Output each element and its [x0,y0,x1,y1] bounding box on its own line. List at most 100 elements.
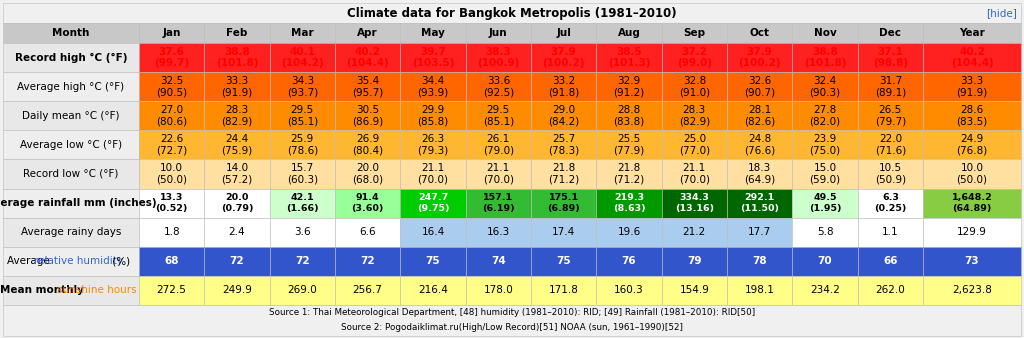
Text: Average rainy days: Average rainy days [20,227,121,237]
Text: 26.3
(79.3): 26.3 (79.3) [418,134,449,156]
Bar [3,130,139,160]
Text: 247.7
(9.75): 247.7 (9.75) [417,193,450,213]
Bar [269,101,335,130]
Text: 37.2
(99.0): 37.2 (99.0) [677,47,712,68]
Bar [531,218,596,247]
Bar [793,101,858,130]
Bar [596,101,662,130]
Bar [662,276,727,305]
Bar [727,130,793,160]
Bar [727,247,793,276]
Text: 74: 74 [490,256,506,266]
Text: 72: 72 [295,256,309,266]
Bar [858,160,923,189]
Bar [727,72,793,101]
Text: 24.9
(76.8): 24.9 (76.8) [956,134,987,156]
Text: 29.0
(84.2): 29.0 (84.2) [548,105,580,126]
Text: 25.5
(77.9): 25.5 (77.9) [613,134,645,156]
Text: 16.3: 16.3 [486,227,510,237]
Text: 249.9: 249.9 [222,286,252,295]
Text: 2,623.8: 2,623.8 [952,286,992,295]
Text: 5.8: 5.8 [817,227,834,237]
Text: 26.1
(79.0): 26.1 (79.0) [482,134,514,156]
Text: relative humidity: relative humidity [34,256,123,266]
Bar [335,130,400,160]
Text: 21.1
(70.0): 21.1 (70.0) [483,163,514,185]
Bar [662,160,727,189]
Text: Year: Year [959,28,985,38]
Bar [335,23,400,43]
Text: 79: 79 [687,256,701,266]
Text: 27.0
(80.6): 27.0 (80.6) [156,105,187,126]
Bar [727,276,793,305]
Text: 28.6
(83.5): 28.6 (83.5) [956,105,987,126]
Text: Average: Average [7,256,53,266]
Bar [596,23,662,43]
Bar [662,218,727,247]
Text: Daily mean °C (°F): Daily mean °C (°F) [23,111,120,121]
Text: Nov: Nov [814,28,837,38]
Text: 75: 75 [426,256,440,266]
Text: 73: 73 [965,256,979,266]
Bar [335,189,400,218]
Bar [531,247,596,276]
Bar [662,43,727,72]
Bar [596,72,662,101]
Text: 18.3
(64.9): 18.3 (64.9) [744,163,775,185]
Bar [596,43,662,72]
Text: 3.6: 3.6 [294,227,310,237]
Bar [923,23,1021,43]
Bar [923,130,1021,160]
Text: 25.9
(78.6): 25.9 (78.6) [287,134,318,156]
Bar [466,247,531,276]
Bar [727,43,793,72]
Bar [727,218,793,247]
Bar [400,189,466,218]
Text: Feb: Feb [226,28,248,38]
Bar [662,72,727,101]
Text: 38.8
(101.8): 38.8 (101.8) [804,47,846,68]
Text: May: May [421,28,445,38]
Bar [858,276,923,305]
Text: 34.4
(93.9): 34.4 (93.9) [418,76,449,97]
Bar [466,101,531,130]
Bar [727,160,793,189]
Bar [205,72,269,101]
Text: sunshine hours: sunshine hours [56,286,136,295]
Bar [139,130,205,160]
Text: Mar: Mar [291,28,313,38]
Bar [139,160,205,189]
Bar [923,101,1021,130]
Text: 6.3
(0.25): 6.3 (0.25) [874,193,906,213]
Bar [727,23,793,43]
Bar [269,72,335,101]
Text: 292.1
(11.50): 292.1 (11.50) [740,193,779,213]
Text: 10.0
(50.0): 10.0 (50.0) [157,163,187,185]
Text: 28.8
(83.8): 28.8 (83.8) [613,105,645,126]
Bar [793,23,858,43]
Text: 129.9: 129.9 [957,227,987,237]
Bar [662,189,727,218]
Bar [923,72,1021,101]
Bar [400,101,466,130]
Bar [269,23,335,43]
Bar [3,72,139,101]
Bar [793,218,858,247]
Text: 21.2: 21.2 [683,227,706,237]
Text: 28.1
(82.6): 28.1 (82.6) [744,105,775,126]
Bar [858,101,923,130]
Bar [466,72,531,101]
Text: 68: 68 [165,256,179,266]
Text: [hide]: [hide] [986,8,1017,18]
Text: 334.3
(13.16): 334.3 (13.16) [675,193,714,213]
Bar [205,160,269,189]
Bar [923,247,1021,276]
Text: 76: 76 [622,256,636,266]
Bar [466,130,531,160]
Bar [139,101,205,130]
Text: 34.3
(93.7): 34.3 (93.7) [287,76,318,97]
Text: (%): (%) [110,256,130,266]
Bar [205,218,269,247]
Bar [400,276,466,305]
Text: Jun: Jun [489,28,508,38]
